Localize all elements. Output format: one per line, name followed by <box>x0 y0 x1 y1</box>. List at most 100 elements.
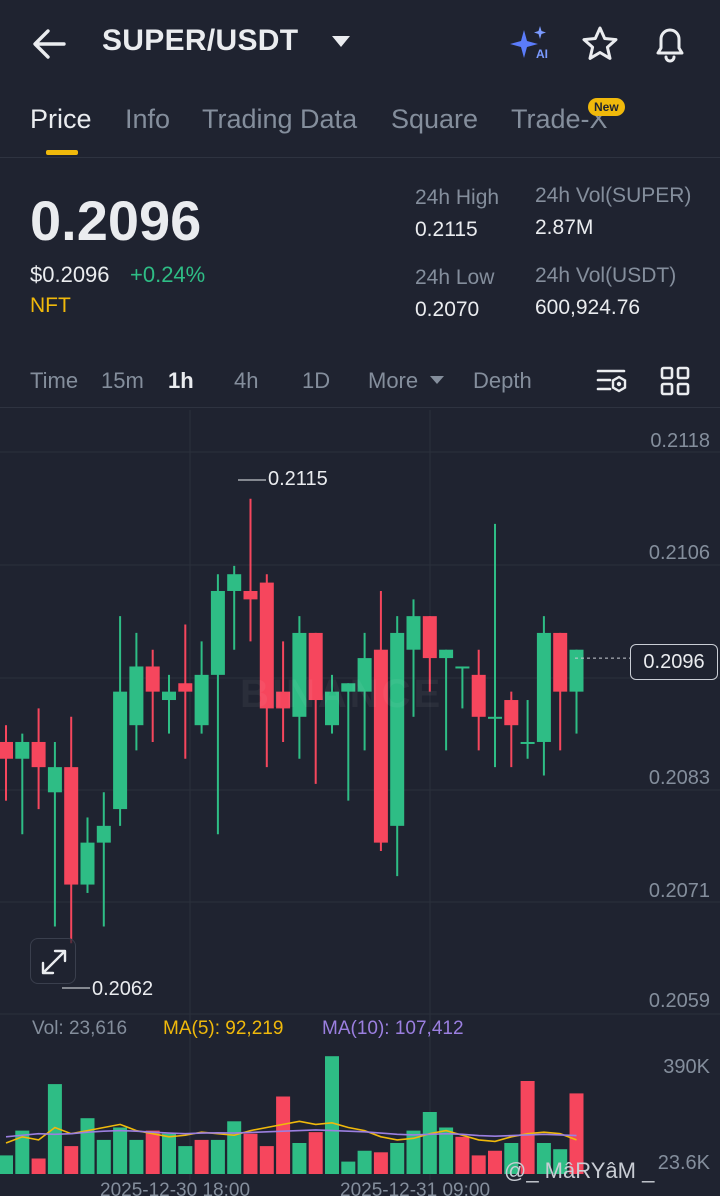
interval-time[interactable]: Time <box>30 368 79 393</box>
user-watermark: @_ MâRYâM _ <box>504 1158 655 1183</box>
volume-bar <box>80 1118 95 1174</box>
category-tag[interactable]: NFT <box>30 294 71 317</box>
high-marker-label: 0.2115 <box>268 468 328 490</box>
candle-body <box>455 666 470 669</box>
tab-info[interactable]: Info <box>125 104 171 134</box>
volume-bar <box>31 1158 46 1174</box>
favorite-star-icon[interactable] <box>580 24 620 64</box>
candle-body <box>194 674 209 726</box>
notification-bell-icon[interactable] <box>650 22 690 64</box>
low-marker-label: 0.2062 <box>92 978 154 1000</box>
kline-chart[interactable]: BINANCE 0.2118 0.2106 0.2083 0.2071 0.20… <box>0 410 720 1196</box>
volume-bar <box>357 1150 372 1174</box>
volume-bar <box>488 1150 502 1174</box>
interval-1d[interactable]: 1D <box>302 368 331 393</box>
candle-body <box>227 574 242 591</box>
usd-price: $0.2096 <box>30 262 110 287</box>
volume-bar <box>15 1130 30 1174</box>
ma10-line <box>5 1129 577 1138</box>
tab-trading-data[interactable]: Trading Data <box>202 104 358 134</box>
candle-body <box>113 691 128 810</box>
fullscreen-expand-button[interactable] <box>30 938 76 984</box>
candle-body <box>15 741 30 759</box>
volume-bar <box>520 1081 535 1174</box>
interval-1h[interactable]: 1h <box>168 368 194 393</box>
volume-tick: 23.6K <box>657 1152 710 1174</box>
volume-bar <box>96 1139 111 1174</box>
volume-bar <box>145 1130 160 1174</box>
back-arrow-icon[interactable] <box>30 26 70 62</box>
tab-price[interactable]: Price <box>30 104 92 134</box>
volume-bar <box>64 1146 79 1174</box>
interval-more[interactable]: More <box>368 368 419 393</box>
interval-15m[interactable]: 15m <box>101 368 144 393</box>
ma10-readout: MA(10): 107,412 <box>322 1018 464 1039</box>
volume-bar <box>276 1096 291 1174</box>
trading-pair-title[interactable]: SUPER/USDT <box>102 24 299 57</box>
candle-body <box>341 683 356 692</box>
volume-bar <box>194 1139 209 1174</box>
candle-body <box>439 649 454 659</box>
candle-body <box>145 666 160 692</box>
ai-sparkle-icon[interactable]: AI <box>508 24 552 64</box>
volume-bar <box>504 1143 519 1174</box>
candle-body <box>259 582 274 709</box>
more-caret-icon[interactable] <box>430 376 444 384</box>
expand-arrows-icon <box>41 949 67 975</box>
candle-body <box>31 741 46 768</box>
tab-square[interactable]: Square <box>391 104 479 134</box>
interval-bar: Time 15m 1h 4h 1D More Depth <box>0 356 720 408</box>
price-tick: 0.2059 <box>648 990 710 1012</box>
candle-body <box>504 700 519 726</box>
pair-dropdown-caret-icon[interactable] <box>332 36 350 47</box>
volume-tick: 390K <box>663 1056 710 1078</box>
volume-bar <box>162 1133 176 1174</box>
time-axis-label: 2025-12-30 18:00 <box>100 1180 251 1196</box>
depth-tab[interactable]: Depth <box>473 368 532 393</box>
vol-quote-value: 600,924.76 <box>535 296 641 319</box>
volume-bar <box>439 1127 454 1174</box>
candle-body <box>373 649 388 843</box>
candles-group <box>0 479 630 989</box>
candle-body <box>536 632 551 742</box>
ma5-line <box>5 1120 577 1144</box>
volume-bar <box>113 1127 128 1174</box>
volume-bar <box>227 1121 242 1174</box>
volume-bar <box>178 1146 193 1174</box>
candle-body <box>276 691 291 709</box>
candle-body <box>129 666 144 726</box>
layout-grid-icon[interactable] <box>658 364 692 398</box>
candle-body <box>243 590 258 600</box>
price-tick: 0.2083 <box>648 767 710 789</box>
volume-bar <box>471 1155 486 1174</box>
candlestick-svg[interactable] <box>0 410 720 1196</box>
volume-bar <box>553 1149 568 1174</box>
vol-base-value: 2.87M <box>535 216 594 239</box>
candle-body <box>178 683 193 692</box>
low-label: 24h Low <box>415 266 495 289</box>
candle-body <box>292 632 307 717</box>
volume-bar <box>390 1143 405 1174</box>
volume-bar <box>341 1161 356 1174</box>
chart-settings-icon[interactable] <box>594 366 630 396</box>
volume-bar <box>210 1139 225 1174</box>
ma5-readout: MA(5): 92,219 <box>163 1018 284 1039</box>
volume-bar <box>308 1132 323 1174</box>
binance-watermark: BINANCE <box>240 672 444 716</box>
last-price: 0.2096 <box>30 189 202 252</box>
high-value: 0.2115 <box>415 218 478 241</box>
candle-body <box>80 842 95 885</box>
candle-body <box>325 691 339 726</box>
active-tab-indicator <box>46 150 78 155</box>
candle-body <box>520 741 535 744</box>
new-badge: New <box>588 98 625 116</box>
candle-body <box>210 590 225 675</box>
volume-bar <box>243 1133 258 1174</box>
candle-body <box>162 691 176 701</box>
volume-bar <box>536 1143 551 1174</box>
volume-bar <box>292 1143 307 1174</box>
low-value: 0.2070 <box>415 298 480 321</box>
interval-4h[interactable]: 4h <box>234 368 259 393</box>
chart-grid <box>0 410 720 1180</box>
price-tick: 0.2071 <box>648 880 710 902</box>
